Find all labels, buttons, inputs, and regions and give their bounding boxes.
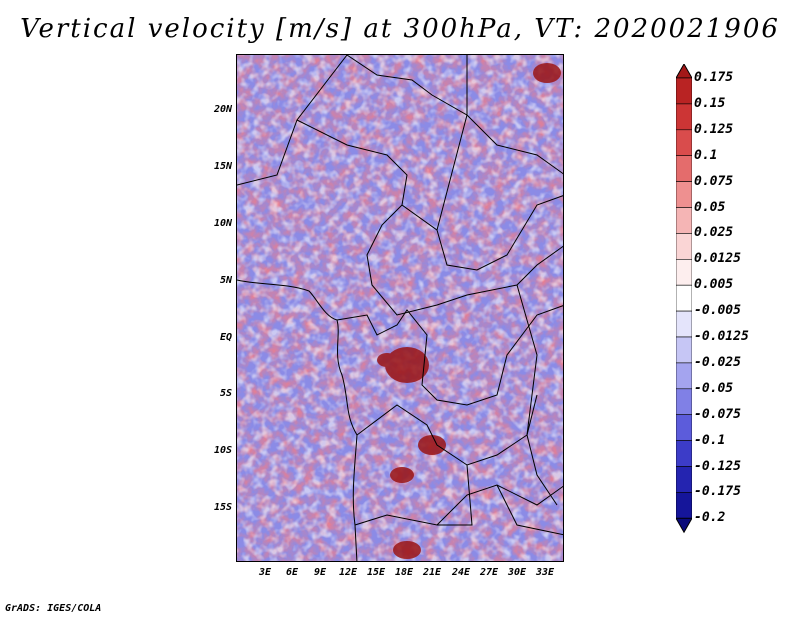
colorbar-segment: [676, 259, 692, 286]
colorbar-segment: [676, 284, 692, 312]
lat-tick-15s: 15S: [213, 502, 232, 513]
colorbar-label: -0.075: [694, 406, 741, 422]
lon-tick-12e: 12E: [338, 567, 358, 578]
colorbar-segment: [676, 336, 692, 364]
colorbar-segment: [676, 233, 692, 260]
colorbar-label: 0.05: [694, 199, 726, 215]
colorbar: [676, 64, 692, 534]
colorbar-top-arrow: [676, 64, 692, 79]
colorbar-segment: [676, 362, 692, 390]
colorbar-label: 0.125: [694, 121, 734, 137]
colorbar-label: -0.2: [694, 510, 726, 526]
colorbar-label: -0.05: [694, 380, 734, 396]
colorbar-label: -0.1: [694, 432, 726, 448]
colorbar-segment: [676, 181, 692, 208]
colorbar-label: -0.175: [694, 484, 741, 500]
colorbar-label: 0.175: [694, 70, 734, 85]
lat-tick-20n: 20N: [213, 104, 232, 115]
vertical-velocity-map: [236, 54, 564, 562]
colorbar-segment: [676, 103, 692, 131]
lon-tick-15e: 15E: [366, 567, 386, 578]
lon-tick-33e: 33E: [535, 567, 555, 578]
colorbar-label: -0.025: [694, 354, 741, 370]
colorbar-label: -0.005: [694, 303, 741, 319]
colorbar-label: 0.1: [694, 147, 718, 163]
grads-credit: GrADS: IGES/COLA: [5, 603, 102, 614]
colorbar-label: 0.005: [694, 277, 734, 293]
lon-tick-24e: 24E: [451, 567, 471, 578]
lat-tick-15n: 15N: [213, 161, 232, 172]
colorbar-segment: [676, 388, 692, 415]
colorbar-segment: [676, 310, 692, 338]
colorbar-segment: [676, 77, 692, 105]
colorbar-bottom-arrow: [676, 517, 692, 534]
colorbar-label: -0.0125: [694, 329, 749, 344]
colorbar-segment: [676, 155, 692, 182]
colorbar-segment: [676, 414, 692, 441]
country-borders: [237, 55, 563, 561]
lon-tick-27e: 27E: [479, 567, 499, 578]
colorbar-segment: [676, 207, 692, 234]
colorbar-label: 0.0125: [694, 251, 741, 267]
lat-tick-5n: 5N: [219, 275, 232, 286]
colorbar-segment: [676, 492, 692, 519]
colorbar-segment: [676, 466, 692, 493]
colorbar-segment: [676, 440, 692, 467]
lat-tick-10n: 10N: [213, 218, 232, 229]
colorbar-label: 0.075: [694, 173, 734, 189]
lat-tick-5s: 5S: [219, 388, 232, 399]
map-field: [237, 55, 563, 561]
colorbar-label: -0.125: [694, 458, 741, 474]
lat-tick-10s: 10S: [213, 445, 232, 456]
lon-tick-18e: 18E: [394, 567, 414, 578]
lat-tick-eq: EQ: [219, 332, 232, 343]
lon-tick-3e: 3E: [258, 567, 272, 578]
colorbar-label: 0.15: [694, 95, 726, 111]
lon-tick-30e: 30E: [507, 567, 527, 578]
lon-tick-21e: 21E: [422, 567, 442, 578]
lon-tick-9e: 9E: [313, 567, 327, 578]
strong-ascent-areas: [377, 63, 561, 559]
lon-tick-6e: 6E: [285, 567, 299, 578]
plot-title: Vertical velocity [m/s] at 300hPa, VT: 2…: [20, 14, 780, 44]
colorbar-segment: [676, 129, 692, 157]
colorbar-label: 0.025: [694, 225, 734, 241]
